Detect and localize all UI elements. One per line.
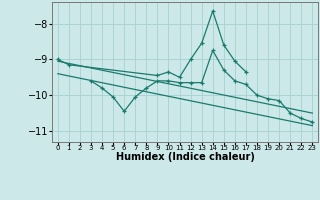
X-axis label: Humidex (Indice chaleur): Humidex (Indice chaleur)	[116, 152, 254, 162]
